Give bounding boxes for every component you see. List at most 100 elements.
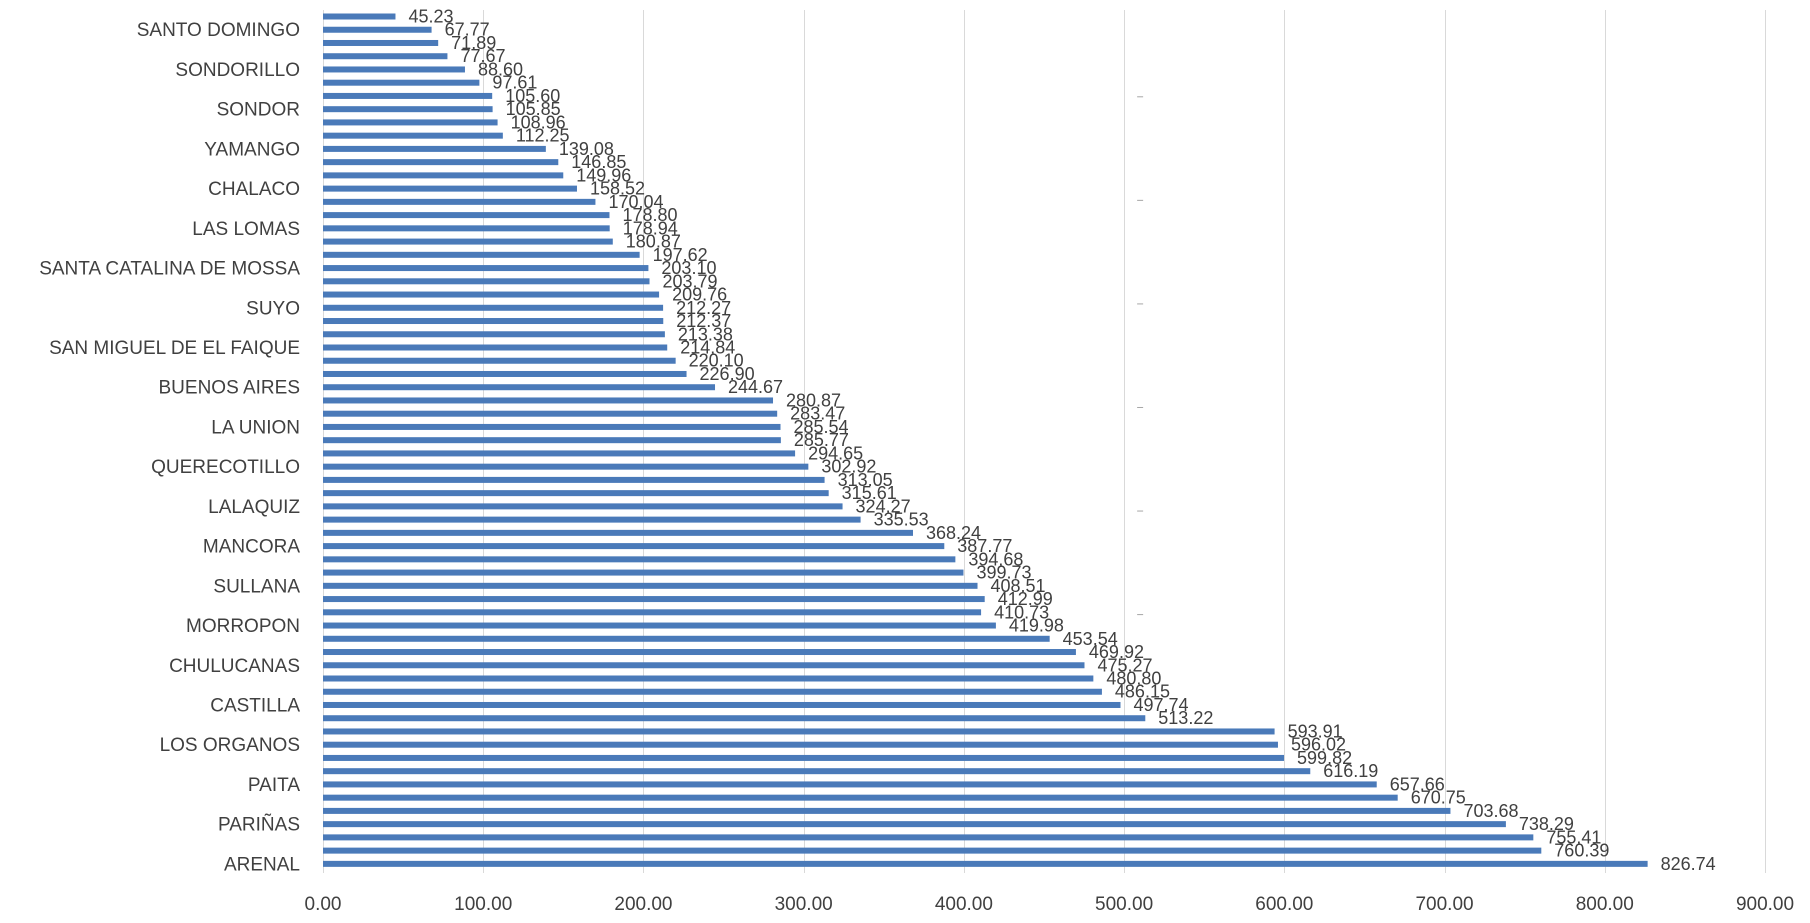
bar xyxy=(323,622,996,629)
data-label: 97.61 xyxy=(492,73,537,93)
data-label: 203.10 xyxy=(661,258,716,278)
data-label: 657.66 xyxy=(1390,774,1445,794)
bar xyxy=(323,437,781,444)
bar xyxy=(323,582,978,589)
data-labels: 45.2367.7771.8977.6788.6097.61105.60105.… xyxy=(408,7,1715,874)
data-label: 703.68 xyxy=(1463,801,1518,821)
data-label: 88.60 xyxy=(478,59,523,79)
bar xyxy=(323,715,1146,722)
bar xyxy=(323,159,559,166)
x-tick-label: 300.00 xyxy=(775,894,833,915)
dash-marks xyxy=(1137,96,1144,616)
data-label: 399.73 xyxy=(976,563,1031,583)
category-label: MORROPON xyxy=(186,616,300,637)
data-label: 285.77 xyxy=(794,430,849,450)
x-tick-label: 100.00 xyxy=(454,894,512,915)
bar xyxy=(323,688,1102,695)
category-label: SANTO DOMINGO xyxy=(137,20,300,41)
x-tick-label: 900.00 xyxy=(1736,894,1794,915)
data-label: 408.51 xyxy=(991,576,1046,596)
data-label: 178.94 xyxy=(623,218,678,238)
bar xyxy=(323,754,1285,761)
data-label: 45.23 xyxy=(408,7,453,27)
category-label: SULLANA xyxy=(213,576,300,597)
data-label: 599.82 xyxy=(1297,748,1352,768)
category-label: YAMANGO xyxy=(204,139,300,160)
data-label: 335.53 xyxy=(874,510,929,530)
data-label: 826.74 xyxy=(1661,854,1716,874)
category-label: SUYO xyxy=(246,298,300,319)
category-label: LA UNION xyxy=(211,417,300,438)
bar xyxy=(323,596,985,603)
bar xyxy=(323,675,1094,682)
bar xyxy=(323,847,1542,854)
bar xyxy=(323,450,796,457)
data-label: 108.96 xyxy=(511,112,566,132)
bar xyxy=(323,529,913,536)
category-label: PAITA xyxy=(248,775,300,796)
bar xyxy=(323,92,493,99)
data-label: 760.39 xyxy=(1554,841,1609,861)
data-label: 244.67 xyxy=(728,377,783,397)
data-label: 410.73 xyxy=(994,602,1049,622)
bar xyxy=(323,185,577,192)
data-label: 368.24 xyxy=(926,523,981,543)
category-label: MANCORA xyxy=(203,537,300,558)
bar xyxy=(323,238,613,245)
bar xyxy=(323,304,664,311)
data-label: 212.27 xyxy=(676,298,731,318)
data-label: 324.27 xyxy=(856,496,911,516)
data-label: 283.47 xyxy=(790,404,845,424)
bar xyxy=(323,318,664,325)
bar xyxy=(323,344,668,351)
bar xyxy=(323,132,503,139)
bar xyxy=(323,543,945,550)
bar xyxy=(323,410,778,417)
data-label: 226.90 xyxy=(700,364,755,384)
data-label: 158.52 xyxy=(590,179,645,199)
bar xyxy=(323,794,1398,801)
x-axis-tick-labels: 0.00 100.00 200.00 300.00 400.00 500.00 600.00… xyxy=(305,894,1795,915)
category-label: QUERECOTILLO xyxy=(151,457,300,478)
data-label: 214.84 xyxy=(680,338,735,358)
data-label: 497.74 xyxy=(1133,695,1188,715)
category-label: CHULUCANAS xyxy=(169,656,300,677)
data-label: 209.76 xyxy=(672,285,727,305)
data-label: 394.68 xyxy=(968,549,1023,569)
bar xyxy=(323,384,716,391)
x-tick-label: 0.00 xyxy=(305,894,342,915)
bar xyxy=(323,476,825,483)
data-label: 105.85 xyxy=(506,99,561,119)
x-tick-label: 200.00 xyxy=(614,894,672,915)
data-label: 486.15 xyxy=(1115,682,1170,702)
bar xyxy=(323,741,1278,748)
x-tick-label: 500.00 xyxy=(1095,894,1153,915)
bar xyxy=(323,490,829,497)
bar xyxy=(323,39,439,46)
data-label: 285.54 xyxy=(794,417,849,437)
data-label: 475.27 xyxy=(1097,655,1152,675)
data-label: 313.05 xyxy=(838,470,893,490)
category-label: LALAQUIZ xyxy=(208,497,300,518)
bar xyxy=(323,728,1275,735)
bar xyxy=(323,821,1506,828)
data-label: 178.80 xyxy=(622,205,677,225)
data-label: 105.60 xyxy=(505,86,560,106)
bar xyxy=(323,701,1121,708)
data-label: 302.92 xyxy=(821,457,876,477)
category-labels: SANTO DOMINGO SONDORILLO SONDOR YAMANGO CHAL… xyxy=(39,20,300,875)
bar xyxy=(323,516,861,523)
data-label: 596.02 xyxy=(1291,735,1346,755)
category-label: SANTA CATALINA DE MOSSA xyxy=(39,259,300,280)
bar xyxy=(323,331,665,338)
bar xyxy=(323,781,1377,788)
data-label: 419.98 xyxy=(1009,616,1064,636)
category-label: SONDORILLO xyxy=(175,60,300,81)
bar xyxy=(323,463,809,470)
x-tick-label: 400.00 xyxy=(935,894,993,915)
bar xyxy=(323,13,396,20)
bar xyxy=(323,768,1311,775)
bar xyxy=(323,212,610,219)
bar xyxy=(323,662,1085,669)
